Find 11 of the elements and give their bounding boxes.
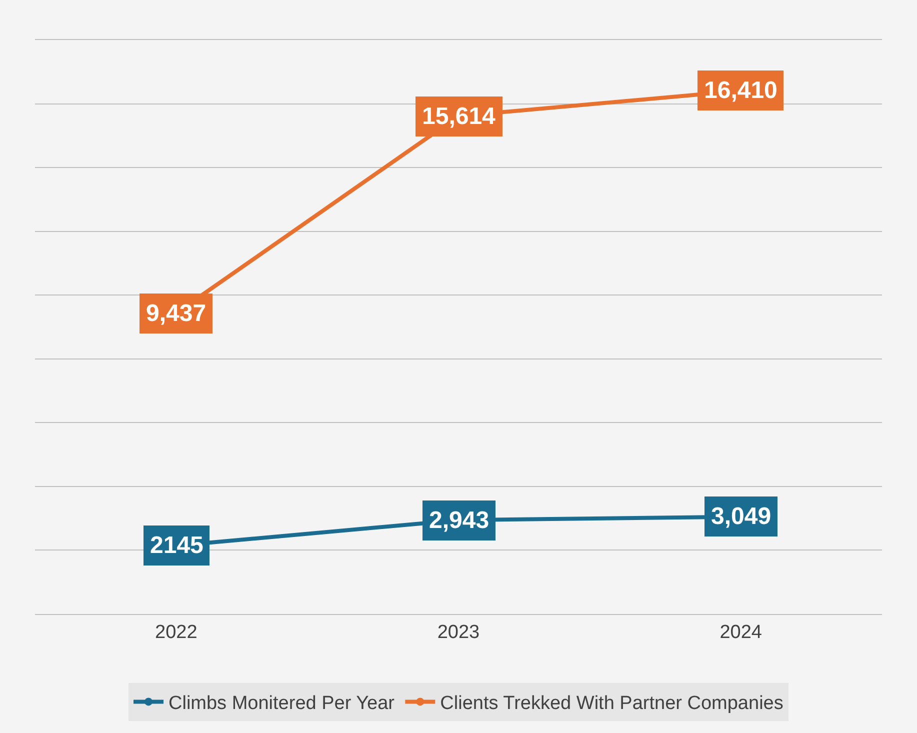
data-label: 3,049 <box>711 503 772 530</box>
data-label: 16,410 <box>704 77 778 104</box>
data-label: 15,614 <box>422 103 496 130</box>
data-label: 2145 <box>150 532 204 559</box>
legend-label: Climbs Monitered Per Year <box>168 693 396 714</box>
data-label: 9,437 <box>146 300 206 327</box>
x-tick-label: 2022 <box>155 622 198 643</box>
x-tick-label: 2023 <box>437 622 480 643</box>
data-label: 2,943 <box>429 507 490 534</box>
legend-label: Clients Trekked With Partner Companies <box>440 693 784 714</box>
x-tick-label: 2024 <box>720 622 762 643</box>
